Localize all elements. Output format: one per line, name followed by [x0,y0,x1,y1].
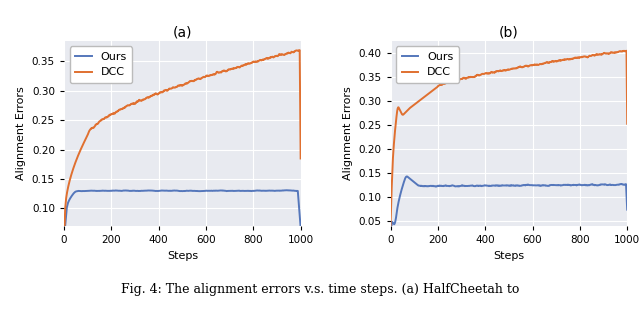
Line: Ours: Ours [390,176,627,233]
Title: (b): (b) [499,26,519,40]
Y-axis label: Alignment Errors: Alignment Errors [343,87,353,180]
Text: Fig. 4: The alignment errors v.s. time steps. (a) HalfCheetah to: Fig. 4: The alignment errors v.s. time s… [121,283,519,295]
DCC [223,69,230,73]
DCC [387,224,394,228]
DCC [411,102,419,106]
Ours [84,189,92,193]
Ours [623,208,631,212]
DCC [244,62,252,66]
DCC [156,91,164,95]
Ours [411,181,419,185]
Line: Ours: Ours [64,190,301,239]
Ours [572,183,579,187]
DCC [84,132,92,135]
DCC [164,88,172,92]
DCC [249,60,257,64]
Ours [223,189,230,193]
Ours [244,189,252,193]
DCC [623,122,631,126]
Legend: Ours, DCC: Ours, DCC [70,46,132,83]
Line: DCC: DCC [64,50,301,243]
Ours [282,188,289,192]
DCC [297,157,305,160]
Ours [550,183,557,187]
Ours [156,189,164,193]
Ours [249,189,257,193]
Ours [491,184,499,187]
Ours [164,189,172,193]
DCC [491,71,499,74]
Y-axis label: Alignment Errors: Alignment Errors [16,87,26,180]
DCC [296,48,303,52]
DCC [483,71,490,75]
DCC [572,56,579,60]
Ours [297,226,305,230]
Ours [60,237,68,241]
X-axis label: Steps: Steps [493,251,524,261]
DCC [549,60,557,63]
Ours [403,175,411,178]
Title: (a): (a) [173,26,192,40]
DCC [623,49,630,53]
DCC [60,241,68,245]
Ours [387,231,394,235]
Ours [483,184,490,187]
DCC [575,56,583,59]
Line: DCC: DCC [390,51,627,226]
Legend: Ours, DCC: Ours, DCC [396,46,459,83]
Ours [576,183,584,187]
X-axis label: Steps: Steps [167,251,198,261]
